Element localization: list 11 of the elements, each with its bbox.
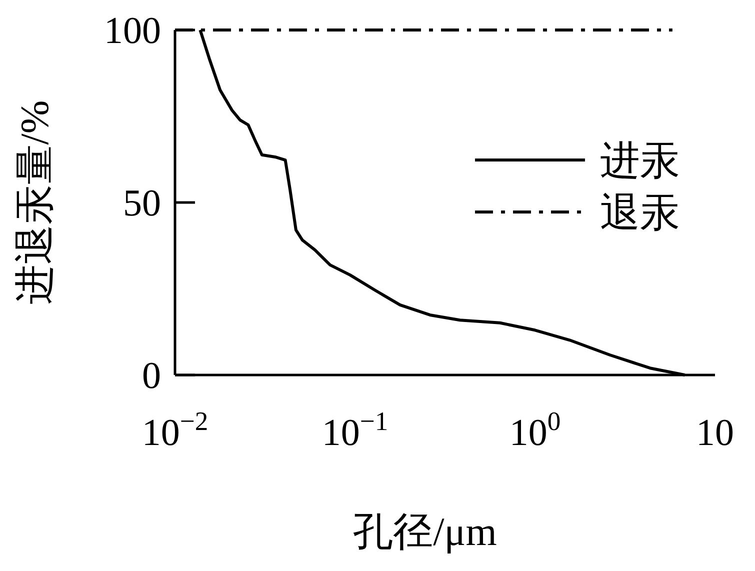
y-tick-label: 0: [142, 355, 161, 397]
x-tick-label: 10$^{−1}$: [322, 406, 388, 454]
y-tick-label: 50: [123, 182, 161, 224]
x-tick-label: 10$^{−2}$: [142, 406, 208, 454]
x-tick-label: 10$^{0}$: [509, 406, 561, 454]
y-axis-title: 进退汞量/%: [12, 100, 57, 305]
legend-label: 退汞: [600, 190, 680, 235]
y-tick-label: 100: [104, 10, 161, 52]
x-axis-title: 孔径/μm: [353, 509, 497, 554]
legend-label: 进汞: [600, 138, 680, 183]
x-tick-label: 10: [696, 412, 734, 454]
